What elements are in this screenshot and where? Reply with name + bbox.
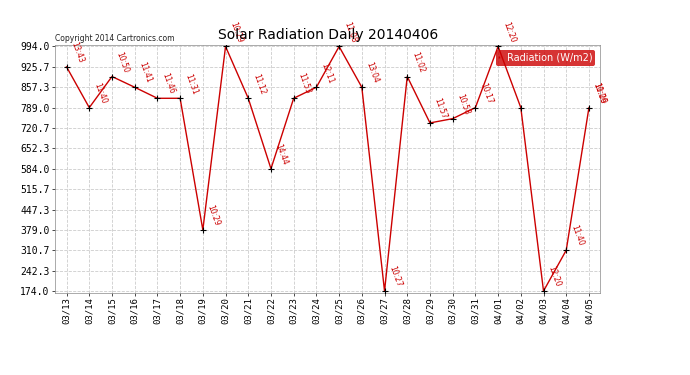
Text: 10:17: 10:17 [478, 81, 494, 105]
Text: 10:50: 10:50 [115, 50, 130, 74]
Text: 11:26: 11:26 [592, 81, 608, 105]
Text: 10:27: 10:27 [387, 265, 403, 288]
Legend: Radiation (W/m2): Radiation (W/m2) [496, 50, 595, 66]
Text: 11:53: 11:53 [297, 72, 313, 96]
Text: 11:41: 11:41 [137, 61, 153, 84]
Text: 11:12: 11:12 [251, 72, 267, 96]
Text: 11:40: 11:40 [92, 81, 108, 105]
Text: 11:57: 11:57 [433, 97, 448, 120]
Text: 11:46: 11:46 [160, 72, 176, 96]
Text: 14:44: 14:44 [274, 142, 290, 166]
Text: 13:04: 13:04 [364, 61, 381, 84]
Text: 11:31: 11:31 [183, 72, 199, 96]
Text: 10:58: 10:58 [455, 92, 471, 116]
Text: 13:43: 13:43 [69, 40, 86, 64]
Text: Copyright 2014 Cartronics.com: Copyright 2014 Cartronics.com [55, 33, 175, 42]
Text: 12:20: 12:20 [501, 20, 517, 44]
Title: Solar Radiation Daily 20140406: Solar Radiation Daily 20140406 [217, 28, 438, 42]
Text: 10:29: 10:29 [228, 20, 244, 44]
Text: 12:11: 12:11 [319, 61, 335, 84]
Text: 10:09: 10:09 [592, 81, 608, 105]
Text: 10:29: 10:29 [206, 204, 221, 227]
Text: 12:20: 12:20 [546, 265, 562, 288]
Text: 11:08: 11:08 [342, 20, 357, 44]
Text: 11:40: 11:40 [569, 224, 585, 248]
Text: 11:02: 11:02 [410, 50, 426, 74]
